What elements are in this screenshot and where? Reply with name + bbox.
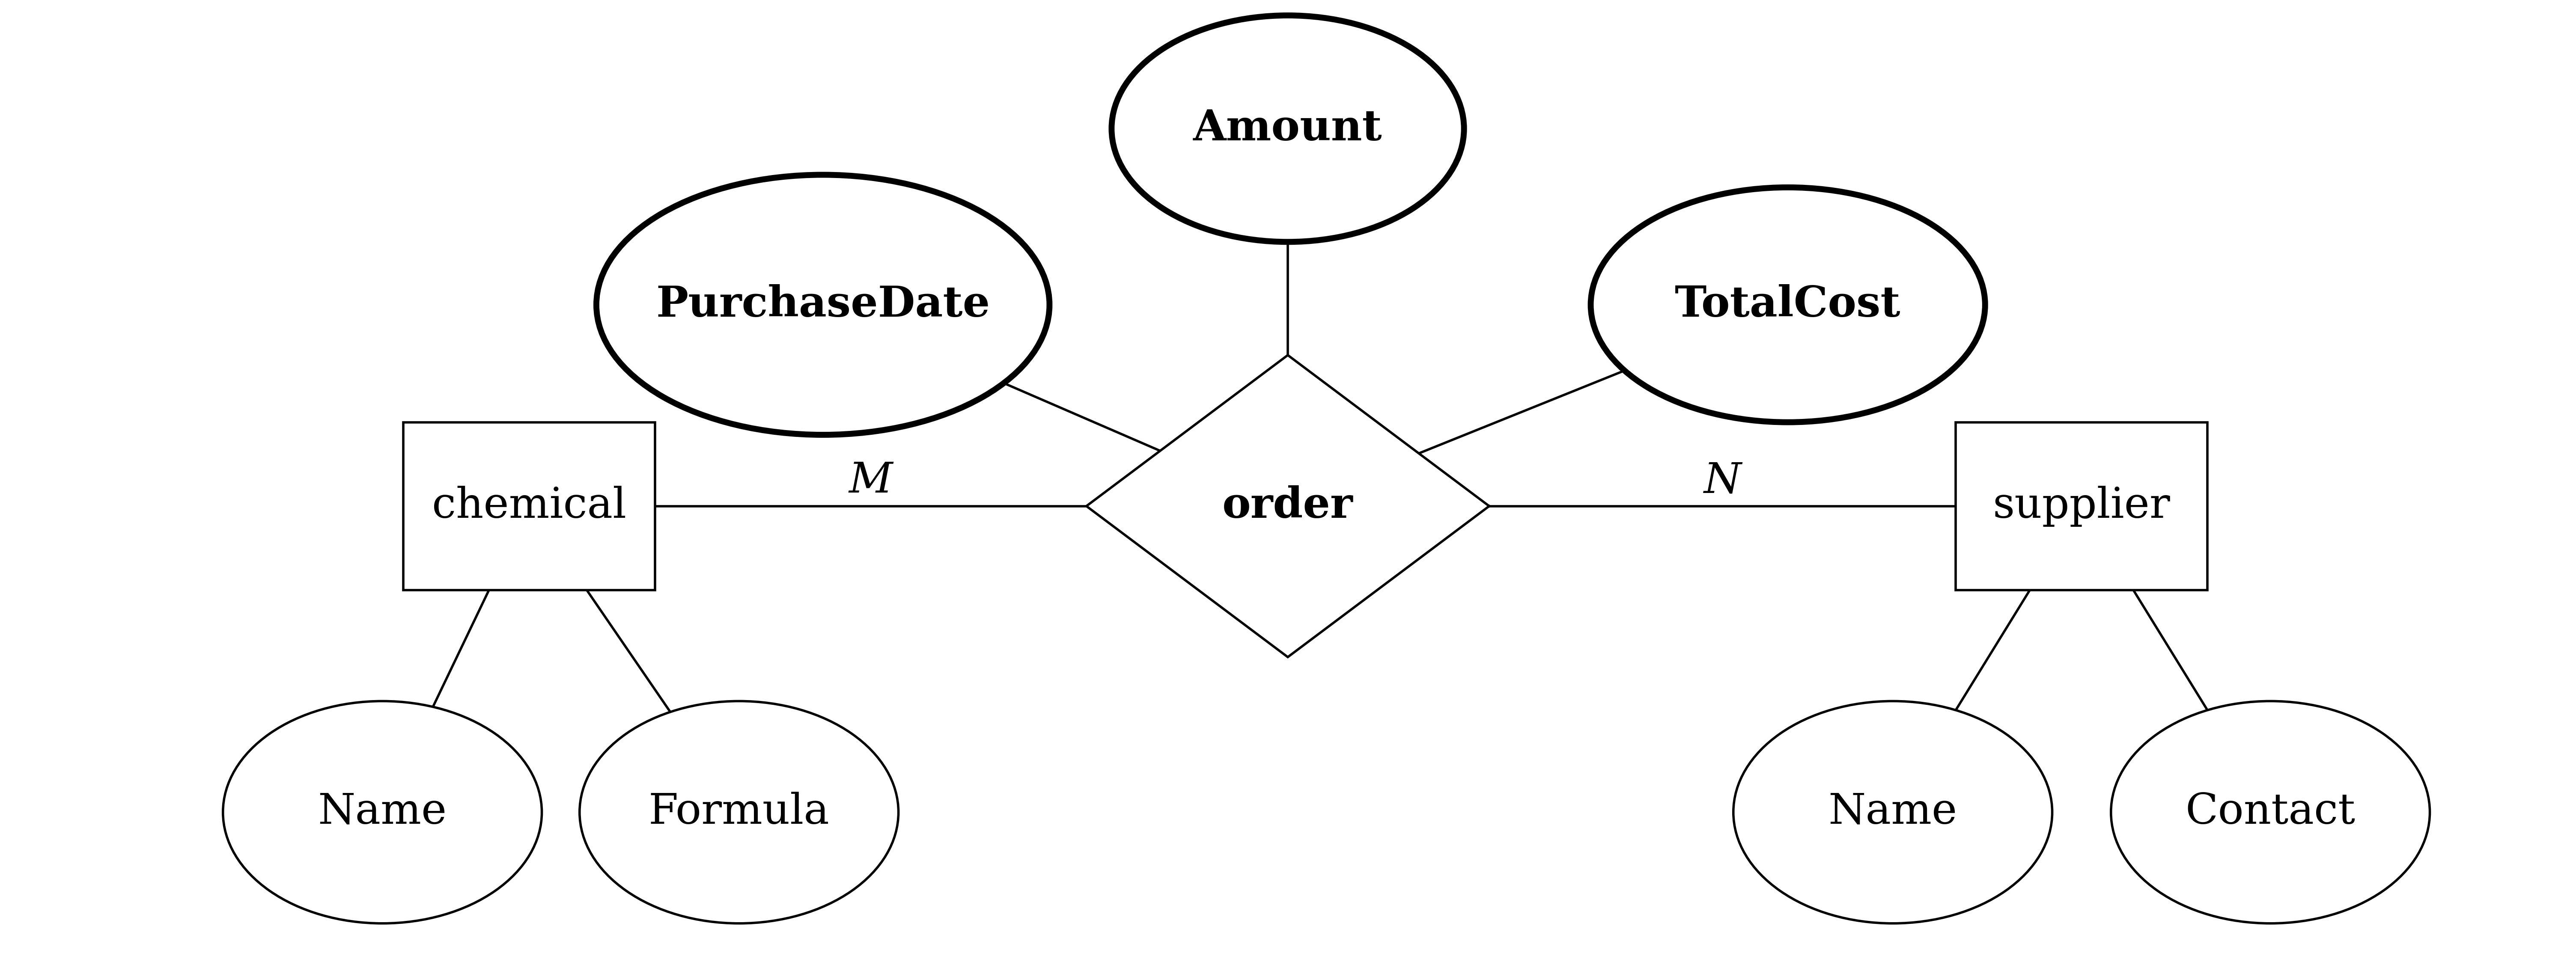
- Bar: [404, 423, 654, 590]
- Ellipse shape: [224, 701, 541, 923]
- Text: supplier: supplier: [1994, 486, 2172, 527]
- Text: Name: Name: [1829, 792, 1958, 833]
- Text: Contact: Contact: [2184, 792, 2354, 833]
- Ellipse shape: [2110, 701, 2429, 923]
- Bar: [1955, 423, 2208, 590]
- Text: order: order: [1224, 486, 1352, 527]
- Text: TotalCost: TotalCost: [1674, 284, 1901, 326]
- Ellipse shape: [580, 701, 899, 923]
- Ellipse shape: [1592, 187, 1986, 423]
- Text: M: M: [850, 461, 894, 501]
- Text: N: N: [1703, 461, 1741, 501]
- Text: Amount: Amount: [1193, 108, 1383, 149]
- Text: PurchaseDate: PurchaseDate: [657, 284, 989, 326]
- Text: Formula: Formula: [649, 792, 829, 833]
- Ellipse shape: [1113, 15, 1463, 242]
- Ellipse shape: [1734, 701, 2053, 923]
- Ellipse shape: [598, 175, 1048, 435]
- Polygon shape: [1087, 355, 1489, 657]
- Text: chemical: chemical: [433, 486, 626, 527]
- Text: Name: Name: [317, 792, 446, 833]
